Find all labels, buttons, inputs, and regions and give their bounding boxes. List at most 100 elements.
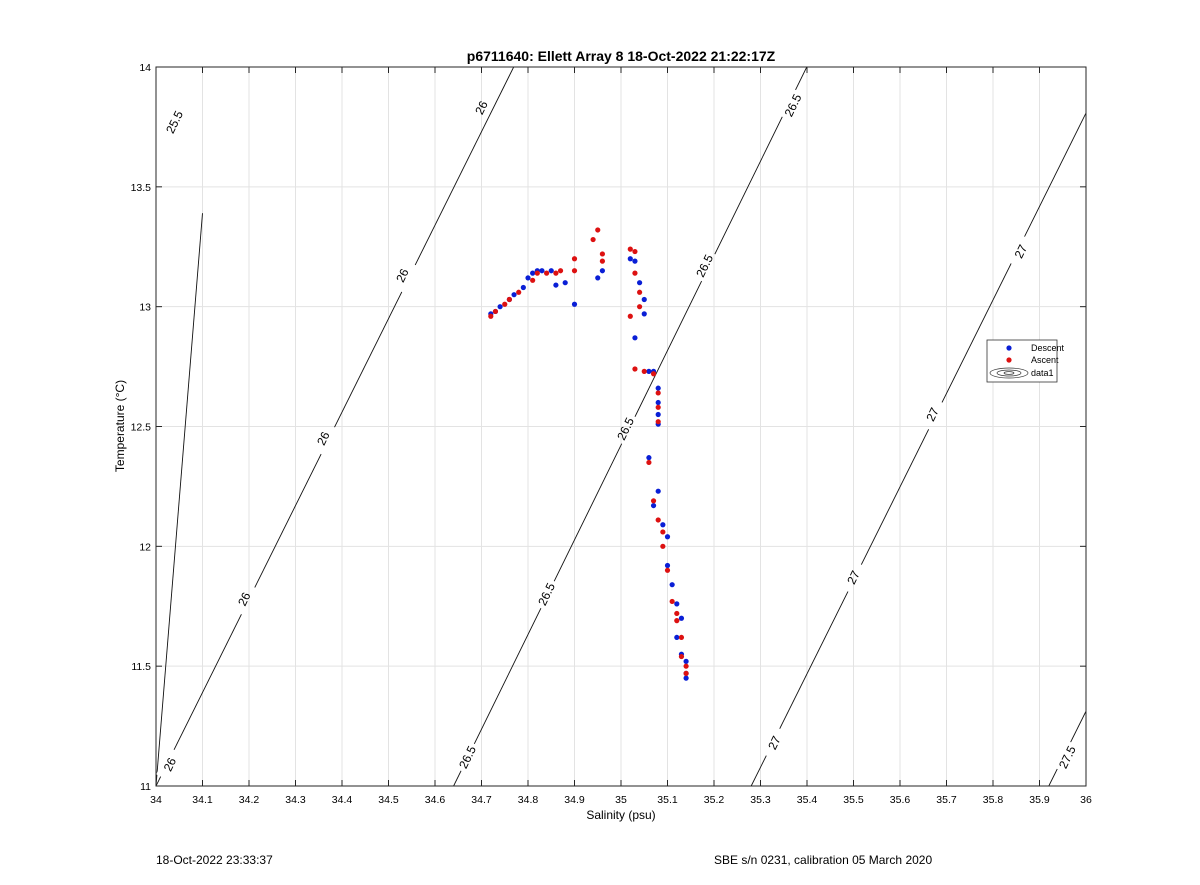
y-tick-label: 13	[139, 302, 151, 314]
legend-descent-marker	[1006, 345, 1012, 351]
ascent-point	[544, 270, 550, 276]
y-axis-label: Temperature (°C)	[113, 380, 127, 472]
x-tick-label: 34.6	[425, 794, 446, 806]
legend-data1-label: data1	[1031, 368, 1054, 378]
axis-ticks: 34 34.1 34.2 34.3 34.4 34.5 34.6 34.7 34.8 34.9 35…	[131, 62, 1092, 806]
descent-point	[669, 582, 675, 588]
descent-point	[637, 280, 643, 286]
footer-timestamp: 18-Oct-2022 23:33:37	[156, 853, 273, 867]
chart-title: p6711640: Ellett Array 8 18-Oct-2022 21:…	[467, 48, 776, 64]
contour-label: 26.5	[456, 743, 479, 770]
x-tick-label: 35.8	[983, 794, 1004, 806]
ascent-point	[655, 390, 661, 396]
ascent-point	[646, 459, 652, 466]
ascent-point	[534, 270, 540, 276]
descent-point	[655, 399, 661, 406]
series-descent	[488, 256, 689, 681]
descent-point	[683, 675, 689, 681]
ascent-point	[492, 308, 499, 315]
ascent-point	[627, 246, 633, 252]
contour-label: 27	[765, 734, 784, 752]
ascent-point	[530, 277, 536, 283]
x-tick-label: 35	[615, 794, 627, 806]
contour-label: 27	[1012, 242, 1031, 260]
descent-point	[664, 534, 671, 540]
contour-label: 27.5	[1056, 743, 1079, 770]
ascent-point	[655, 517, 661, 523]
y-tick-label: 12.5	[131, 422, 152, 434]
x-tick-label: 35.1	[657, 794, 678, 806]
descent-point	[664, 562, 671, 569]
ascent-point	[571, 256, 578, 262]
ascent-point	[683, 663, 689, 669]
descent-point	[674, 601, 680, 607]
x-tick-label: 35.9	[1029, 794, 1050, 806]
descent-point	[525, 275, 531, 281]
descent-point	[650, 502, 657, 509]
contour-label: 26.5	[782, 91, 805, 118]
contour-line-26	[156, 67, 515, 786]
descent-point	[674, 634, 680, 641]
ascent-point	[664, 567, 671, 573]
ascent-point	[632, 248, 638, 255]
legend-box	[986, 339, 1058, 383]
contour-label: 26	[235, 590, 254, 608]
ascent-point	[637, 304, 643, 310]
legend-descent-label: Descent	[1031, 343, 1065, 353]
y-tick-label: 13.5	[131, 182, 152, 194]
ascent-point	[553, 270, 559, 276]
legend-contour-icon	[989, 367, 1029, 379]
contour-label: 27	[844, 568, 863, 586]
ascent-point	[650, 371, 657, 377]
descent-point	[660, 522, 666, 528]
x-axis-label: Salinity (psu)	[586, 808, 655, 822]
ascent-point	[599, 251, 606, 257]
descent-point	[646, 455, 652, 461]
x-tick-label: 34.9	[564, 794, 585, 806]
ascent-point	[674, 618, 680, 624]
descent-point	[655, 385, 661, 391]
x-tick-label: 35.2	[704, 794, 725, 806]
legend-ascent-marker	[1006, 357, 1012, 363]
ascent-point	[502, 301, 508, 307]
series-ascent	[488, 227, 689, 676]
descent-point	[530, 270, 536, 276]
ascent-point	[632, 366, 638, 372]
descent-point	[553, 282, 559, 288]
x-tick-label: 35.4	[797, 794, 818, 806]
ascent-point	[650, 498, 657, 504]
x-tick-label: 34.5	[378, 794, 399, 806]
legend-ascent-label: Ascent	[1031, 355, 1059, 365]
ascent-point	[660, 529, 666, 535]
descent-point	[497, 304, 503, 310]
footer-calibration: SBE s/n 0231, calibration 05 March 2020	[714, 853, 933, 867]
contour-line-27	[750, 112, 1086, 786]
contour-label: 26	[393, 266, 412, 284]
ascent-point	[655, 404, 661, 410]
ascent-point	[590, 236, 596, 243]
x-tick-label: 34.7	[471, 794, 492, 806]
contour-label: 26.5	[535, 580, 558, 607]
contour-label: 26	[314, 429, 333, 447]
legend: Descent Ascent data1	[986, 339, 1065, 383]
descent-point	[646, 368, 652, 374]
y-tick-label: 11.5	[131, 661, 151, 673]
ascent-point	[599, 258, 606, 264]
contour-line-26.5	[453, 67, 808, 786]
descent-point	[641, 311, 647, 317]
x-tick-label: 35.5	[843, 794, 864, 806]
ascent-point	[678, 653, 685, 660]
descent-point	[520, 284, 526, 291]
ascent-point	[571, 268, 578, 274]
contour-line-27.5	[1048, 711, 1086, 786]
ascent-point	[595, 227, 601, 233]
descent-point	[632, 335, 638, 341]
descent-point	[641, 296, 647, 303]
descent-point	[511, 292, 517, 298]
descent-point	[655, 411, 661, 418]
ascent-point	[627, 313, 633, 319]
ascent-point	[632, 270, 638, 276]
contour-line-25.5	[156, 213, 203, 786]
descent-point	[678, 615, 685, 621]
